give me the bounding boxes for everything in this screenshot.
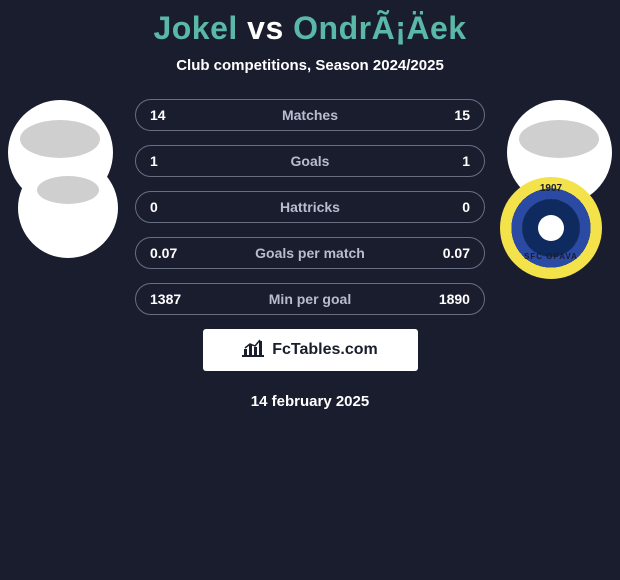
stat-left-value: 1387 <box>150 291 181 307</box>
stat-right-value: 0 <box>462 199 470 215</box>
stat-row-hattricks: 0 Hattricks 0 <box>135 191 485 223</box>
title-left: Jokel <box>153 10 237 46</box>
stat-right-value: 1890 <box>439 291 470 307</box>
bar-chart-icon <box>242 339 264 362</box>
club-right-badge: 1907 SFC OPAVA <box>500 177 602 279</box>
brand-badge[interactable]: FcTables.com <box>203 329 418 371</box>
stat-left-value: 14 <box>150 107 166 123</box>
stat-row-goals: 1 Goals 1 <box>135 145 485 177</box>
comparison-title: Jokel vs OndrÃ¡Äek <box>0 0 620 47</box>
stat-left-value: 0 <box>150 199 158 215</box>
stat-label: Min per goal <box>269 291 351 307</box>
stat-label: Goals per match <box>255 245 365 261</box>
club-right-inner <box>522 199 580 257</box>
comparison-date: 14 february 2025 <box>0 393 620 410</box>
stat-label: Goals <box>291 153 330 169</box>
club-left-badge <box>18 158 118 258</box>
soccer-ball-icon <box>538 215 564 241</box>
stat-right-value: 15 <box>454 107 470 123</box>
stat-right-value: 1 <box>462 153 470 169</box>
stats-table: 14 Matches 15 1 Goals 1 0 Hattricks 0 0.… <box>135 99 485 315</box>
title-vs: vs <box>247 10 284 46</box>
stat-left-value: 0.07 <box>150 245 177 261</box>
brand-text: FcTables.com <box>272 341 378 359</box>
club-right-name: SFC OPAVA <box>500 252 602 261</box>
stat-row-matches: 14 Matches 15 <box>135 99 485 131</box>
stat-left-value: 1 <box>150 153 158 169</box>
club-right-year: 1907 <box>500 183 602 194</box>
stat-label: Matches <box>282 107 338 123</box>
stat-label: Hattricks <box>280 199 340 215</box>
stat-row-goals-per-match: 0.07 Goals per match 0.07 <box>135 237 485 269</box>
stat-right-value: 0.07 <box>443 245 470 261</box>
subtitle: Club competitions, Season 2024/2025 <box>0 57 620 74</box>
title-right: OndrÃ¡Äek <box>293 10 466 46</box>
stat-row-min-per-goal: 1387 Min per goal 1890 <box>135 283 485 315</box>
